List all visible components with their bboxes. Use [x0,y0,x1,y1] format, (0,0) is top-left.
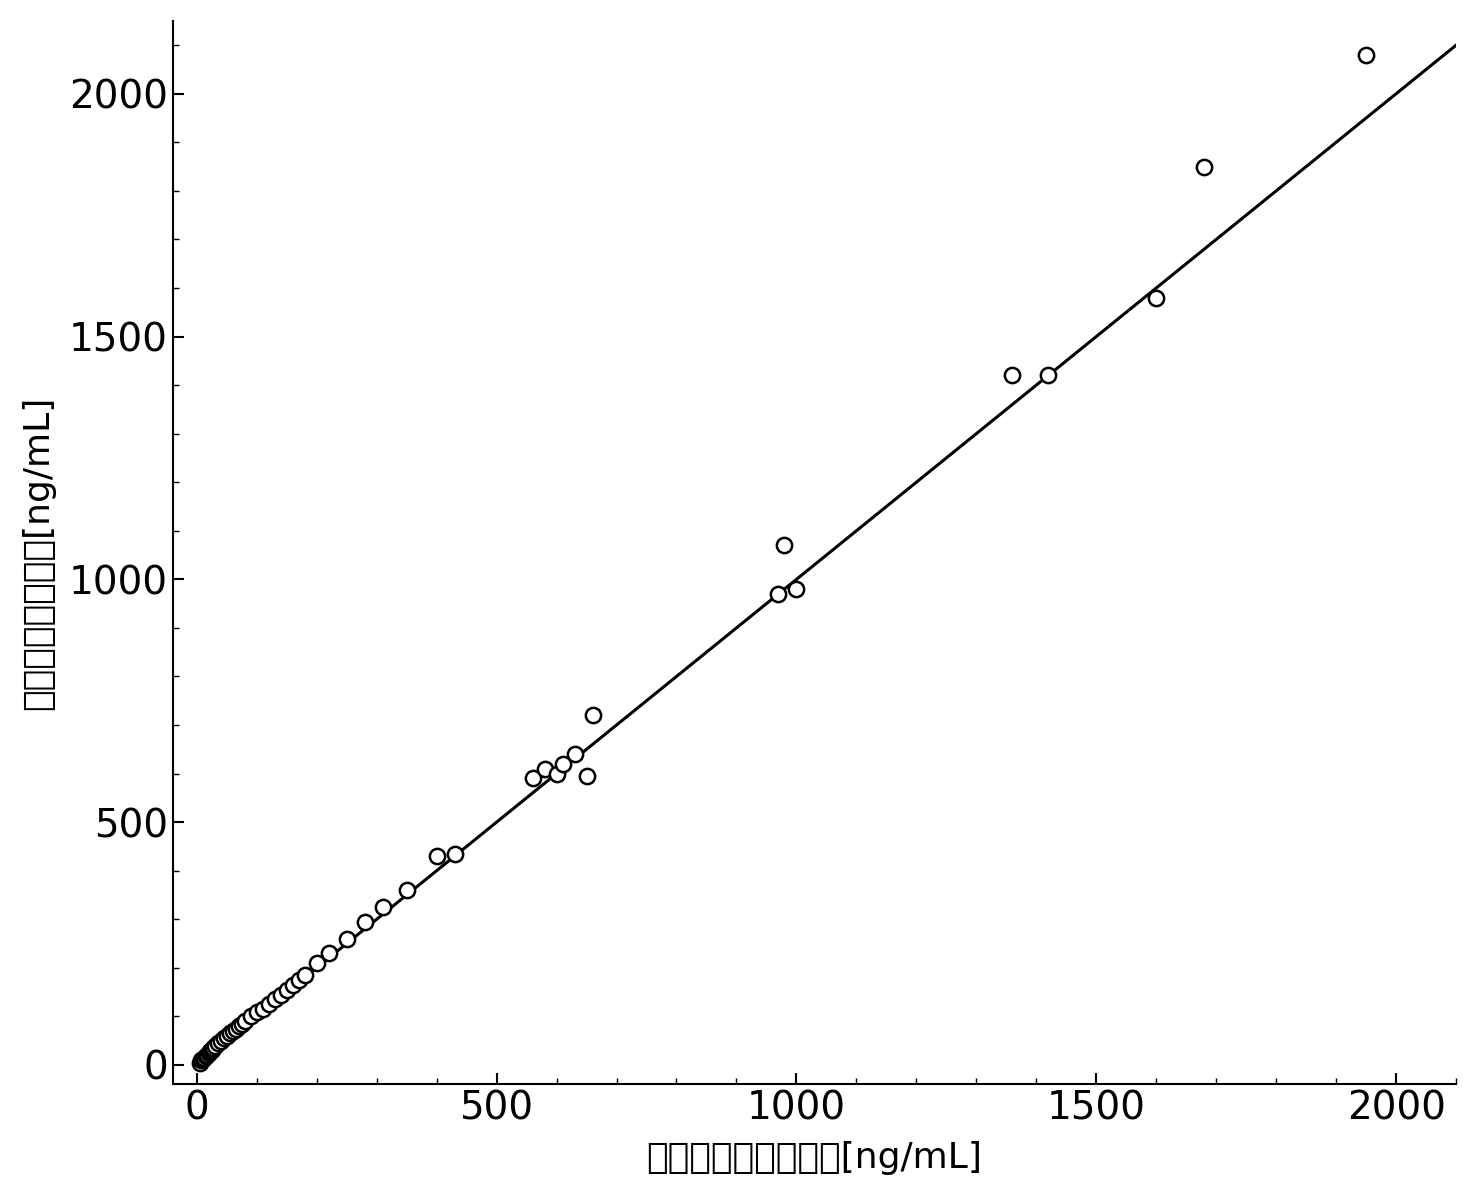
Point [225,1019,248,1038]
Point [239,1007,263,1026]
Point [211,1029,235,1048]
Point [287,970,310,989]
Point [425,847,449,866]
Point [193,1046,217,1066]
Point [371,897,394,916]
Point [353,913,377,932]
Point [191,1050,214,1069]
Point [533,759,557,779]
Point [335,929,359,948]
Point [202,1038,226,1057]
Point [394,880,418,899]
X-axis label: 化学发光试剂盒检测[ng/mL]: 化学发光试剂盒检测[ng/mL] [647,1141,982,1176]
Point [575,767,598,786]
Point [1145,288,1168,307]
Point [214,1026,238,1045]
Point [202,1036,226,1055]
Point [199,1041,223,1060]
Point [1000,366,1024,385]
Y-axis label: 本发明试剂盒检测[ng/mL]: 本发明试剂盒检测[ng/mL] [21,396,55,709]
Point [580,706,604,725]
Point [192,1048,216,1067]
Point [188,1052,211,1072]
Point [784,580,808,599]
Point [245,1002,269,1021]
Point [196,1043,220,1062]
Point [1037,366,1060,385]
Point [563,745,586,764]
Point [767,585,790,604]
Point [304,953,328,972]
Point [219,1024,242,1043]
Point [195,1045,219,1064]
Point [208,1031,232,1050]
Point [275,981,298,1000]
Point [205,1033,229,1052]
Point [269,986,292,1005]
Point [189,1050,213,1069]
Point [318,944,341,963]
Point [521,769,545,788]
Point [443,844,467,864]
Point [292,965,316,984]
Point [1192,157,1216,176]
Point [772,536,796,555]
Point [198,1042,222,1061]
Point [227,1017,251,1036]
Point [281,975,304,994]
Point [263,990,287,1009]
Point [257,995,281,1014]
Point [251,1000,275,1019]
Point [1354,45,1378,65]
Point [551,755,575,774]
Point [233,1012,257,1031]
Point [230,1014,254,1033]
Point [545,764,569,783]
Point [222,1021,245,1041]
